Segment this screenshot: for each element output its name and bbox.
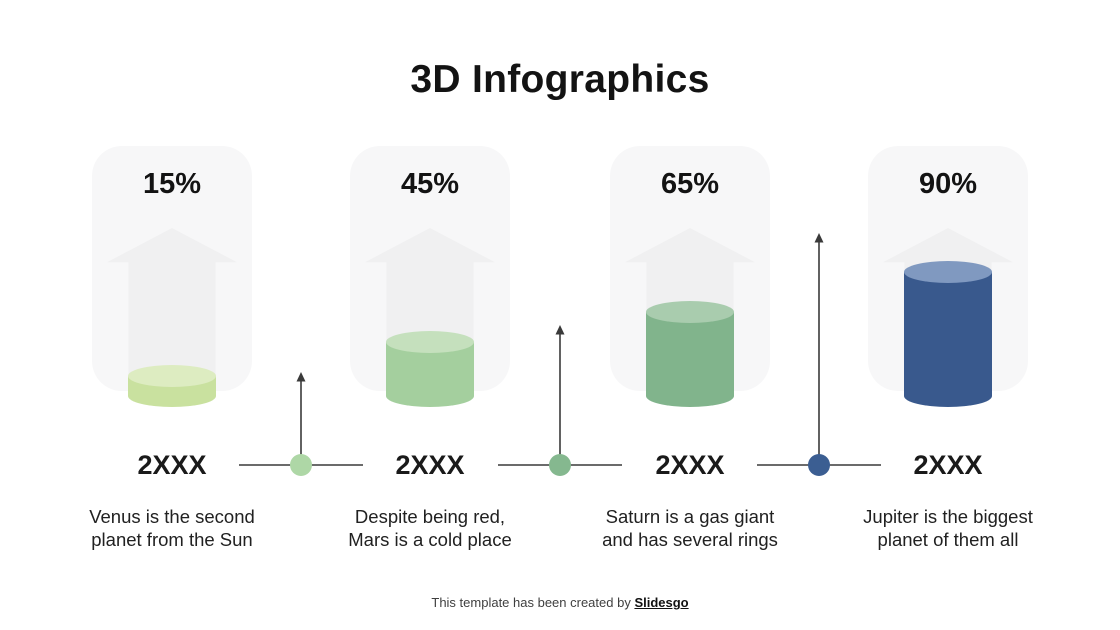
year-label-1: 2XXX bbox=[137, 450, 207, 480]
year-label-2: 2XXX bbox=[395, 450, 465, 480]
stat-card-3: 65% bbox=[610, 146, 770, 391]
percent-label-3: 65% bbox=[660, 168, 720, 200]
percent-label-2: 45% bbox=[400, 168, 460, 200]
up-arrow-shape bbox=[883, 228, 1013, 391]
stat-card-2: 45% bbox=[350, 146, 510, 391]
timeline-dot-2 bbox=[549, 454, 571, 476]
slidesgo-link[interactable]: Slidesgo bbox=[634, 595, 689, 610]
description-2: Despite being red, Mars is a cold place bbox=[348, 506, 512, 550]
footer-text: This template has been created by bbox=[431, 595, 635, 610]
connector-arrowhead-icon bbox=[814, 233, 824, 243]
up-arrow-shape bbox=[107, 228, 237, 391]
percent-label-1: 15% bbox=[142, 168, 202, 200]
stat-card-1: 15% bbox=[92, 146, 252, 391]
stat-card-4: 90% bbox=[868, 146, 1028, 391]
connector-arrowhead-icon bbox=[296, 372, 306, 382]
up-arrow-shape bbox=[365, 228, 495, 391]
up-arrow-shape bbox=[625, 228, 755, 391]
connector-arrowhead-icon bbox=[555, 325, 565, 335]
timeline-dot-3 bbox=[808, 454, 830, 476]
year-label-4: 2XXX bbox=[913, 450, 983, 480]
footer-credit: This template has been created by Slides… bbox=[0, 595, 1120, 610]
timeline-dot-1 bbox=[290, 454, 312, 476]
page-title: 3D Infographics bbox=[410, 58, 710, 101]
percent-label-4: 90% bbox=[918, 168, 978, 200]
description-1: Venus is the second planet from the Sun bbox=[89, 506, 255, 550]
year-label-3: 2XXX bbox=[655, 450, 725, 480]
description-3: Saturn is a gas giant and has several ri… bbox=[602, 506, 778, 550]
description-4: Jupiter is the biggest planet of them al… bbox=[863, 506, 1033, 550]
